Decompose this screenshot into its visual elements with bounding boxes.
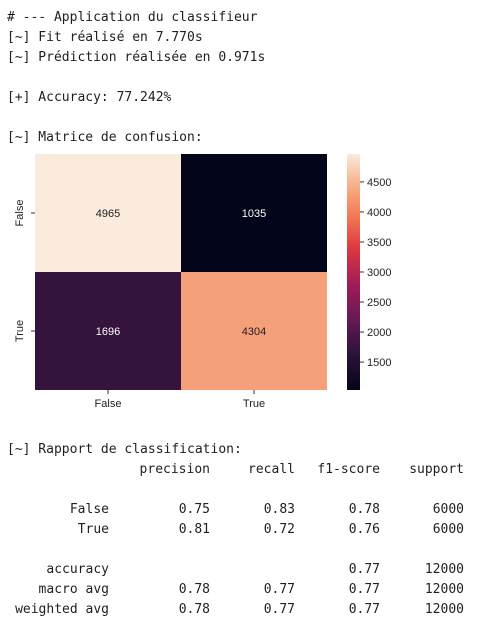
report-cell-recall: 0.72: [263, 522, 295, 537]
report-cell-precision: 0.81: [178, 522, 210, 537]
report-cell-recall: 0.77: [263, 602, 295, 617]
report-cell-f1: 0.78: [348, 502, 380, 517]
heatmap-cell: [181, 154, 327, 272]
report-cell-recall: 0.77: [263, 582, 295, 597]
log-line-confusion: [~] Matrice de confusion:: [7, 130, 203, 145]
colorbar-tick-label: 2500: [367, 297, 391, 309]
report-cell-f1: 0.77: [348, 602, 380, 617]
colorbar-tick-label: 2000: [367, 327, 391, 339]
y-tick-label: True: [14, 320, 26, 342]
y-tick-label: False: [14, 200, 26, 227]
report-cell-support: 6000: [432, 522, 464, 537]
x-tick-label: True: [243, 398, 265, 410]
heatmap-cell-value: 1035: [242, 208, 266, 220]
log-line-accuracy: [+] Accuracy: 77.242%: [7, 90, 172, 105]
heatmap-cell-value: 4965: [96, 208, 120, 220]
confusion-matrix-heatmap: 4965 1035 1696 4304 False True False True 1500 20…: [14, 154, 391, 410]
report-row-label: weighted avg: [15, 602, 109, 617]
colorbar-tick-label: 3500: [367, 237, 391, 249]
report-row-label: True: [77, 522, 109, 537]
report-header-support: support: [409, 462, 464, 477]
report-cell-precision: 0.75: [178, 502, 210, 517]
colorbar-tick-label: 4000: [367, 207, 391, 219]
report-header-f1-score: f1-score: [317, 462, 380, 477]
colorbar: [347, 154, 360, 390]
log-line-title: # --- Application du classifieur: [7, 10, 258, 25]
report-row-label: accuracy: [46, 562, 109, 577]
report-cell-support: 12000: [424, 562, 464, 577]
report-header-recall: recall: [248, 462, 295, 477]
log-line-report: [~] Rapport de classification:: [7, 442, 242, 457]
report-row-label: macro avg: [38, 582, 109, 597]
colorbar-tick-label: 4500: [367, 177, 391, 189]
report-cell-support: 12000: [424, 602, 464, 617]
report-cell-f1: 0.77: [348, 582, 380, 597]
heatmap-cell: [35, 154, 181, 272]
report-cell-precision: 0.78: [178, 582, 210, 597]
colorbar-tick-label: 3000: [367, 267, 391, 279]
x-tick-label: False: [95, 398, 122, 410]
report-header-precision: precision: [139, 462, 210, 477]
report-cell-f1: 0.77: [348, 562, 380, 577]
report-cell-support: 12000: [424, 582, 464, 597]
log-line-predict: [~] Prédiction réalisée en 0.971s: [7, 50, 266, 65]
report-cell-precision: 0.78: [178, 602, 210, 617]
log-line-fit: [~] Fit réalisé en 7.770s: [7, 30, 203, 45]
heatmap-cell-value: 4304: [242, 326, 266, 338]
heatmap-cell: [35, 272, 181, 390]
heatmap-cell: [181, 272, 327, 390]
report-cell-recall: 0.83: [263, 502, 295, 517]
report-row-label: False: [69, 502, 109, 517]
heatmap-cell-value: 1696: [96, 326, 120, 338]
report-cell-f1: 0.76: [348, 522, 380, 537]
colorbar-tick-label: 1500: [367, 357, 391, 369]
report-cell-support: 6000: [432, 502, 464, 517]
